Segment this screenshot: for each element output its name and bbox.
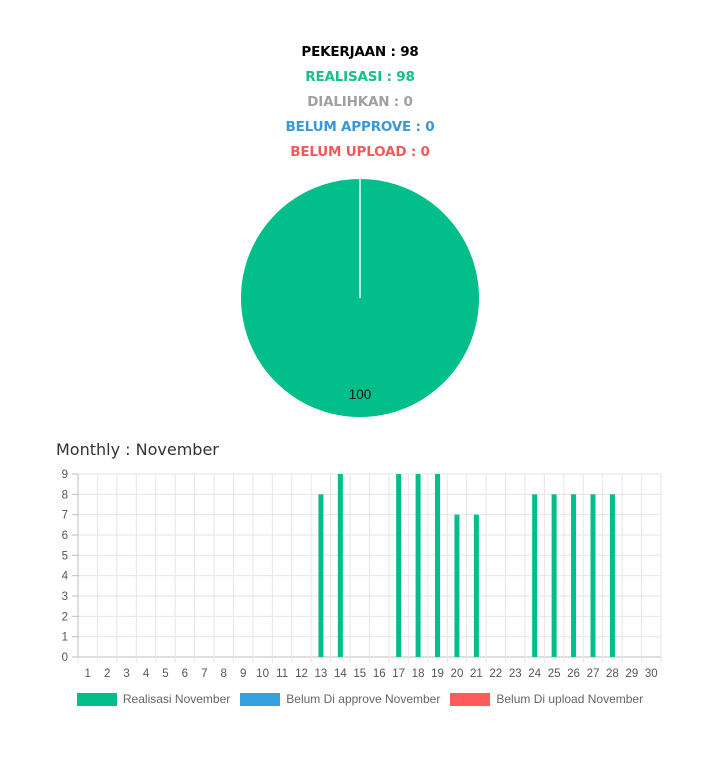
x-tick-label: 21 (470, 668, 483, 680)
belum-upload-count: BELUM UPLOAD : 0 (290, 144, 430, 160)
bar-24[interactable] (532, 494, 538, 657)
x-tick-label: 12 (295, 668, 308, 680)
legend-item[interactable]: Realisasi November (76, 692, 231, 706)
bar-20[interactable] (454, 514, 460, 657)
x-tick-label: 3 (123, 668, 129, 680)
x-tick-label: 25 (548, 668, 561, 680)
bar-27[interactable] (590, 494, 596, 657)
dialihkan-count: DIALIHKAN : 0 (307, 94, 413, 110)
bar-17[interactable] (396, 474, 402, 657)
bar-19[interactable] (435, 474, 441, 657)
x-tick-label: 30 (645, 668, 658, 680)
y-tick-label: 1 (62, 632, 68, 644)
legend-label: Belum Di approve November (286, 692, 441, 706)
pie-chart[interactable]: 100 (0, 170, 720, 420)
x-tick-label: 5 (162, 668, 168, 680)
x-tick-label: 23 (509, 668, 522, 680)
x-tick-label: 8 (221, 668, 227, 680)
x-tick-label: 9 (240, 668, 246, 680)
x-tick-label: 27 (587, 668, 600, 680)
bar-26[interactable] (571, 494, 577, 657)
x-tick-label: 11 (276, 668, 288, 680)
legend-item[interactable]: Belum Di upload November (450, 692, 643, 706)
belum-approve-count: BELUM APPROVE : 0 (285, 119, 435, 135)
x-tick-label: 6 (182, 668, 188, 680)
x-tick-label: 17 (392, 668, 405, 680)
y-tick-label: 7 (62, 510, 68, 522)
y-tick-label: 3 (62, 591, 68, 603)
bar-14[interactable] (337, 474, 343, 657)
legend-label: Realisasi November (122, 692, 231, 706)
x-tick-label: 18 (412, 668, 425, 680)
x-tick-label: 26 (567, 668, 580, 680)
pie-data-label: 100 (349, 387, 372, 402)
y-tick-label: 2 (62, 611, 68, 623)
y-tick-label: 4 (62, 571, 69, 583)
bar-28[interactable] (609, 494, 615, 657)
pekerjaan-count: PEKERJAAN : 98 (301, 44, 419, 60)
y-tick-label: 9 (62, 469, 68, 481)
legend-item[interactable]: Belum Di approve November (240, 692, 440, 706)
y-tick-label: 5 (62, 550, 68, 562)
summary-panel: PEKERJAAN : 98 REALISASI : 98 DIALIHKAN … (0, 40, 720, 165)
x-tick-label: 29 (625, 668, 638, 680)
monthly-title: Monthly : November (56, 440, 219, 459)
x-tick-label: 16 (373, 668, 386, 680)
x-tick-label: 13 (315, 668, 328, 680)
legend-swatch (450, 692, 491, 706)
legend-swatch (76, 692, 117, 706)
x-tick-label: 14 (334, 668, 347, 680)
bar-21[interactable] (473, 514, 479, 657)
legend-label: Belum Di upload November (496, 692, 644, 706)
y-tick-label: 8 (62, 489, 68, 501)
x-tick-label: 22 (489, 668, 502, 680)
x-tick-label: 28 (606, 668, 619, 680)
y-tick-label: 0 (62, 652, 68, 664)
x-tick-label: 10 (256, 668, 269, 680)
bar-25[interactable] (551, 494, 557, 657)
legend-swatch (240, 692, 281, 706)
x-tick-label: 20 (451, 668, 464, 680)
realisasi-count: REALISASI : 98 (305, 69, 415, 85)
x-tick-label: 1 (85, 668, 91, 680)
x-tick-label: 2 (104, 668, 110, 680)
bar-18[interactable] (415, 474, 421, 657)
x-tick-label: 7 (201, 668, 207, 680)
x-tick-label: 24 (528, 668, 541, 680)
bar-13[interactable] (318, 494, 324, 657)
x-tick-label: 4 (143, 668, 150, 680)
chart-legend: Realisasi November Belum Di approve Novem… (0, 692, 720, 706)
x-tick-label: 15 (353, 668, 366, 680)
y-tick-label: 6 (62, 530, 68, 542)
x-tick-label: 19 (431, 668, 444, 680)
